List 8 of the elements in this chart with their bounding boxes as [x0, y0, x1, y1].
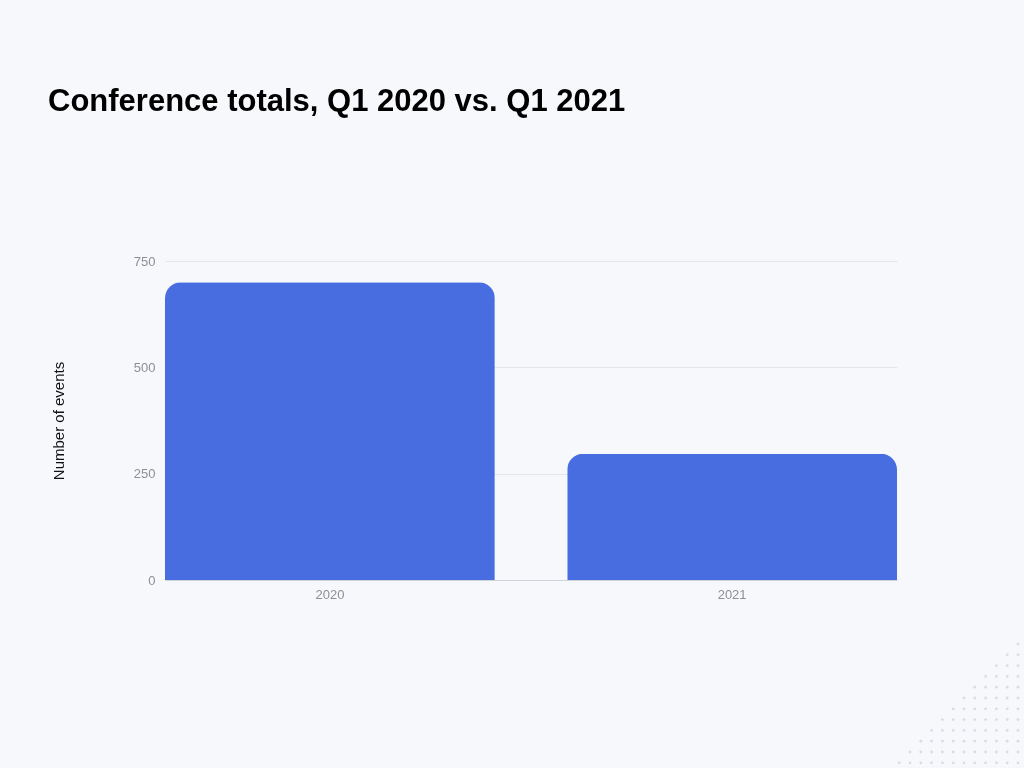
y-tick-label: 750 [133, 253, 156, 269]
y-tick-label: 250 [133, 466, 156, 482]
y-tick-label: 500 [133, 359, 156, 375]
y-axis-title: Number of events [49, 361, 67, 481]
x-tick-label: 2020 [315, 586, 345, 602]
chart-title: Conference totals, Q1 2020 vs. Q1 2021 [48, 83, 626, 118]
x-tick-label: 2021 [717, 586, 747, 602]
y-tick-label: 0 [148, 572, 156, 588]
